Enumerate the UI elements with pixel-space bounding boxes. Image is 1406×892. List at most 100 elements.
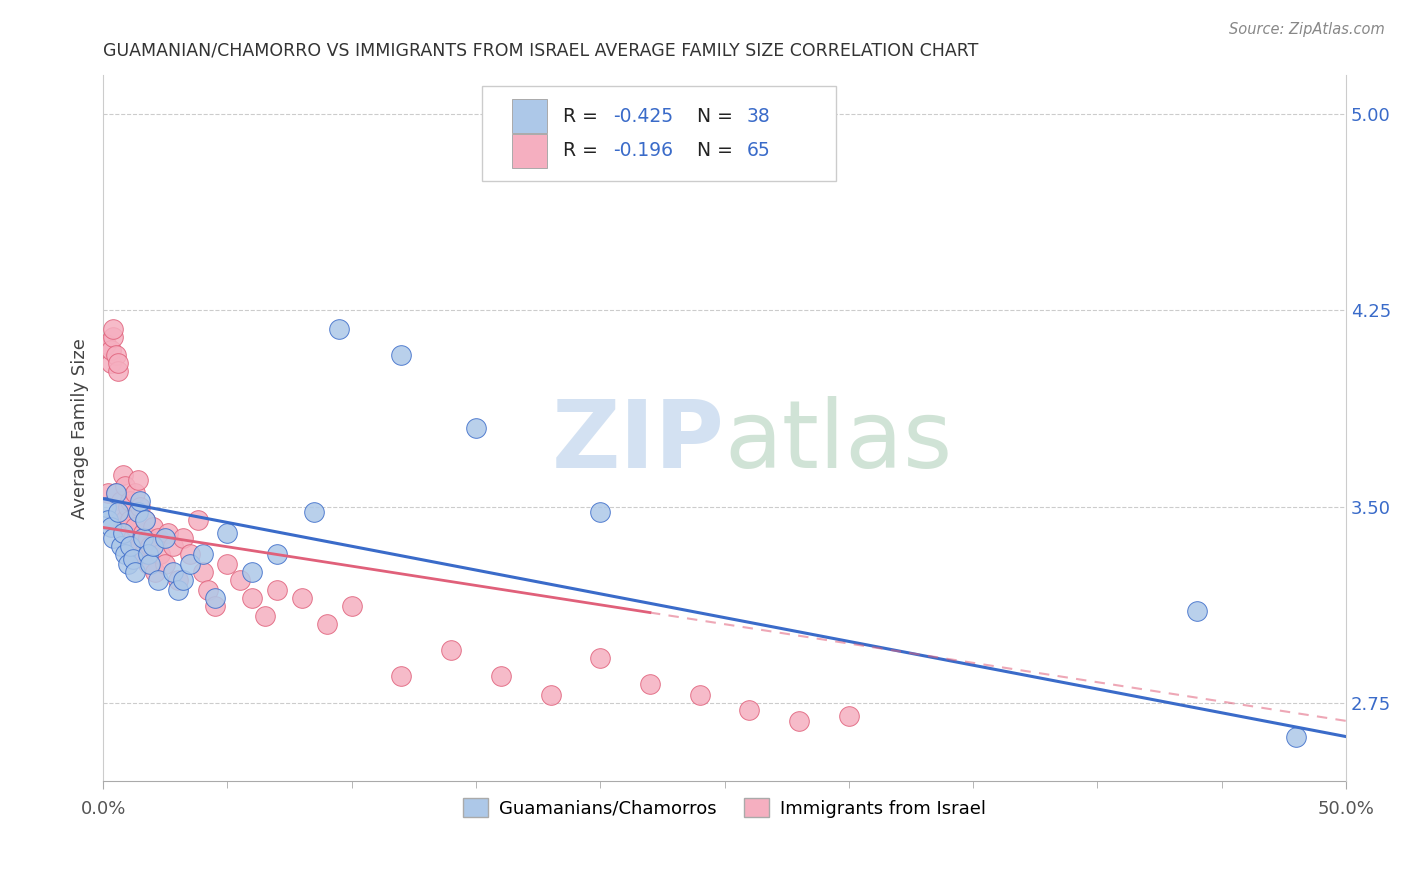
Text: N =: N =	[697, 141, 733, 161]
Point	[136, 557, 159, 571]
Point	[117, 557, 139, 571]
Text: GUAMANIAN/CHAMORRO VS IMMIGRANTS FROM ISRAEL AVERAGE FAMILY SIZE CORRELATION CHA: GUAMANIAN/CHAMORRO VS IMMIGRANTS FROM IS…	[103, 42, 979, 60]
Point	[114, 513, 136, 527]
Point	[110, 494, 132, 508]
Point	[1185, 604, 1208, 618]
Point	[132, 531, 155, 545]
Text: 65: 65	[747, 141, 770, 161]
Point	[101, 531, 124, 545]
Text: 38: 38	[747, 107, 770, 126]
Point	[1285, 730, 1308, 744]
Point	[253, 609, 276, 624]
Point	[315, 617, 337, 632]
Point	[440, 643, 463, 657]
Point	[204, 599, 226, 613]
Text: Source: ZipAtlas.com: Source: ZipAtlas.com	[1229, 22, 1385, 37]
Point	[111, 468, 134, 483]
Text: ZIP: ZIP	[551, 396, 724, 488]
Point	[328, 322, 350, 336]
Point	[94, 337, 117, 351]
Point	[104, 486, 127, 500]
Point	[155, 531, 177, 545]
Point	[97, 486, 120, 500]
Point	[107, 363, 129, 377]
Point	[838, 708, 860, 723]
Text: -0.425: -0.425	[613, 107, 673, 126]
Point	[110, 505, 132, 519]
Point	[104, 486, 127, 500]
Point	[589, 505, 612, 519]
Point	[129, 494, 152, 508]
Point	[107, 505, 129, 519]
Point	[162, 539, 184, 553]
FancyBboxPatch shape	[512, 99, 547, 133]
Point	[172, 573, 194, 587]
Point	[120, 494, 142, 508]
Point	[162, 565, 184, 579]
Point	[120, 513, 142, 527]
Point	[172, 531, 194, 545]
Point	[540, 688, 562, 702]
Point	[389, 669, 412, 683]
Point	[132, 547, 155, 561]
Point	[340, 599, 363, 613]
Point	[191, 547, 214, 561]
Point	[117, 500, 139, 514]
Point	[100, 343, 122, 357]
Point	[156, 525, 179, 540]
Point	[146, 531, 169, 545]
Point	[134, 513, 156, 527]
Point	[143, 565, 166, 579]
Point	[240, 591, 263, 605]
Point	[179, 547, 201, 561]
Point	[114, 478, 136, 492]
Point	[197, 583, 219, 598]
Point	[149, 547, 172, 561]
Point	[101, 329, 124, 343]
Point	[139, 539, 162, 553]
Point	[389, 348, 412, 362]
Point	[155, 557, 177, 571]
Point	[122, 551, 145, 566]
Point	[100, 356, 122, 370]
Point	[240, 565, 263, 579]
Point	[465, 421, 488, 435]
Point	[166, 583, 188, 598]
Text: N =: N =	[697, 107, 733, 126]
Point	[217, 525, 239, 540]
Point	[191, 565, 214, 579]
Point	[217, 557, 239, 571]
Point	[110, 539, 132, 553]
Point	[94, 500, 117, 514]
Legend: Guamanians/Chamorros, Immigrants from Israel: Guamanians/Chamorros, Immigrants from Is…	[456, 791, 993, 825]
Point	[187, 513, 209, 527]
Point	[124, 520, 146, 534]
Point	[124, 565, 146, 579]
Point	[166, 573, 188, 587]
Point	[266, 583, 288, 598]
Point	[127, 505, 149, 519]
Point	[132, 525, 155, 540]
Point	[122, 547, 145, 561]
Point	[142, 520, 165, 534]
Text: R =: R =	[562, 141, 598, 161]
Point	[117, 531, 139, 545]
Point	[129, 539, 152, 553]
Point	[97, 513, 120, 527]
Y-axis label: Average Family Size: Average Family Size	[72, 338, 89, 518]
Text: R =: R =	[562, 107, 598, 126]
Point	[120, 539, 142, 553]
Point	[204, 591, 226, 605]
Point	[689, 688, 711, 702]
Point	[787, 714, 810, 728]
Point	[139, 557, 162, 571]
Point	[129, 500, 152, 514]
Text: atlas: atlas	[724, 396, 953, 488]
Point	[589, 651, 612, 665]
Point	[229, 573, 252, 587]
Point	[142, 539, 165, 553]
FancyBboxPatch shape	[512, 134, 547, 168]
FancyBboxPatch shape	[482, 86, 837, 181]
Point	[136, 547, 159, 561]
Point	[101, 322, 124, 336]
